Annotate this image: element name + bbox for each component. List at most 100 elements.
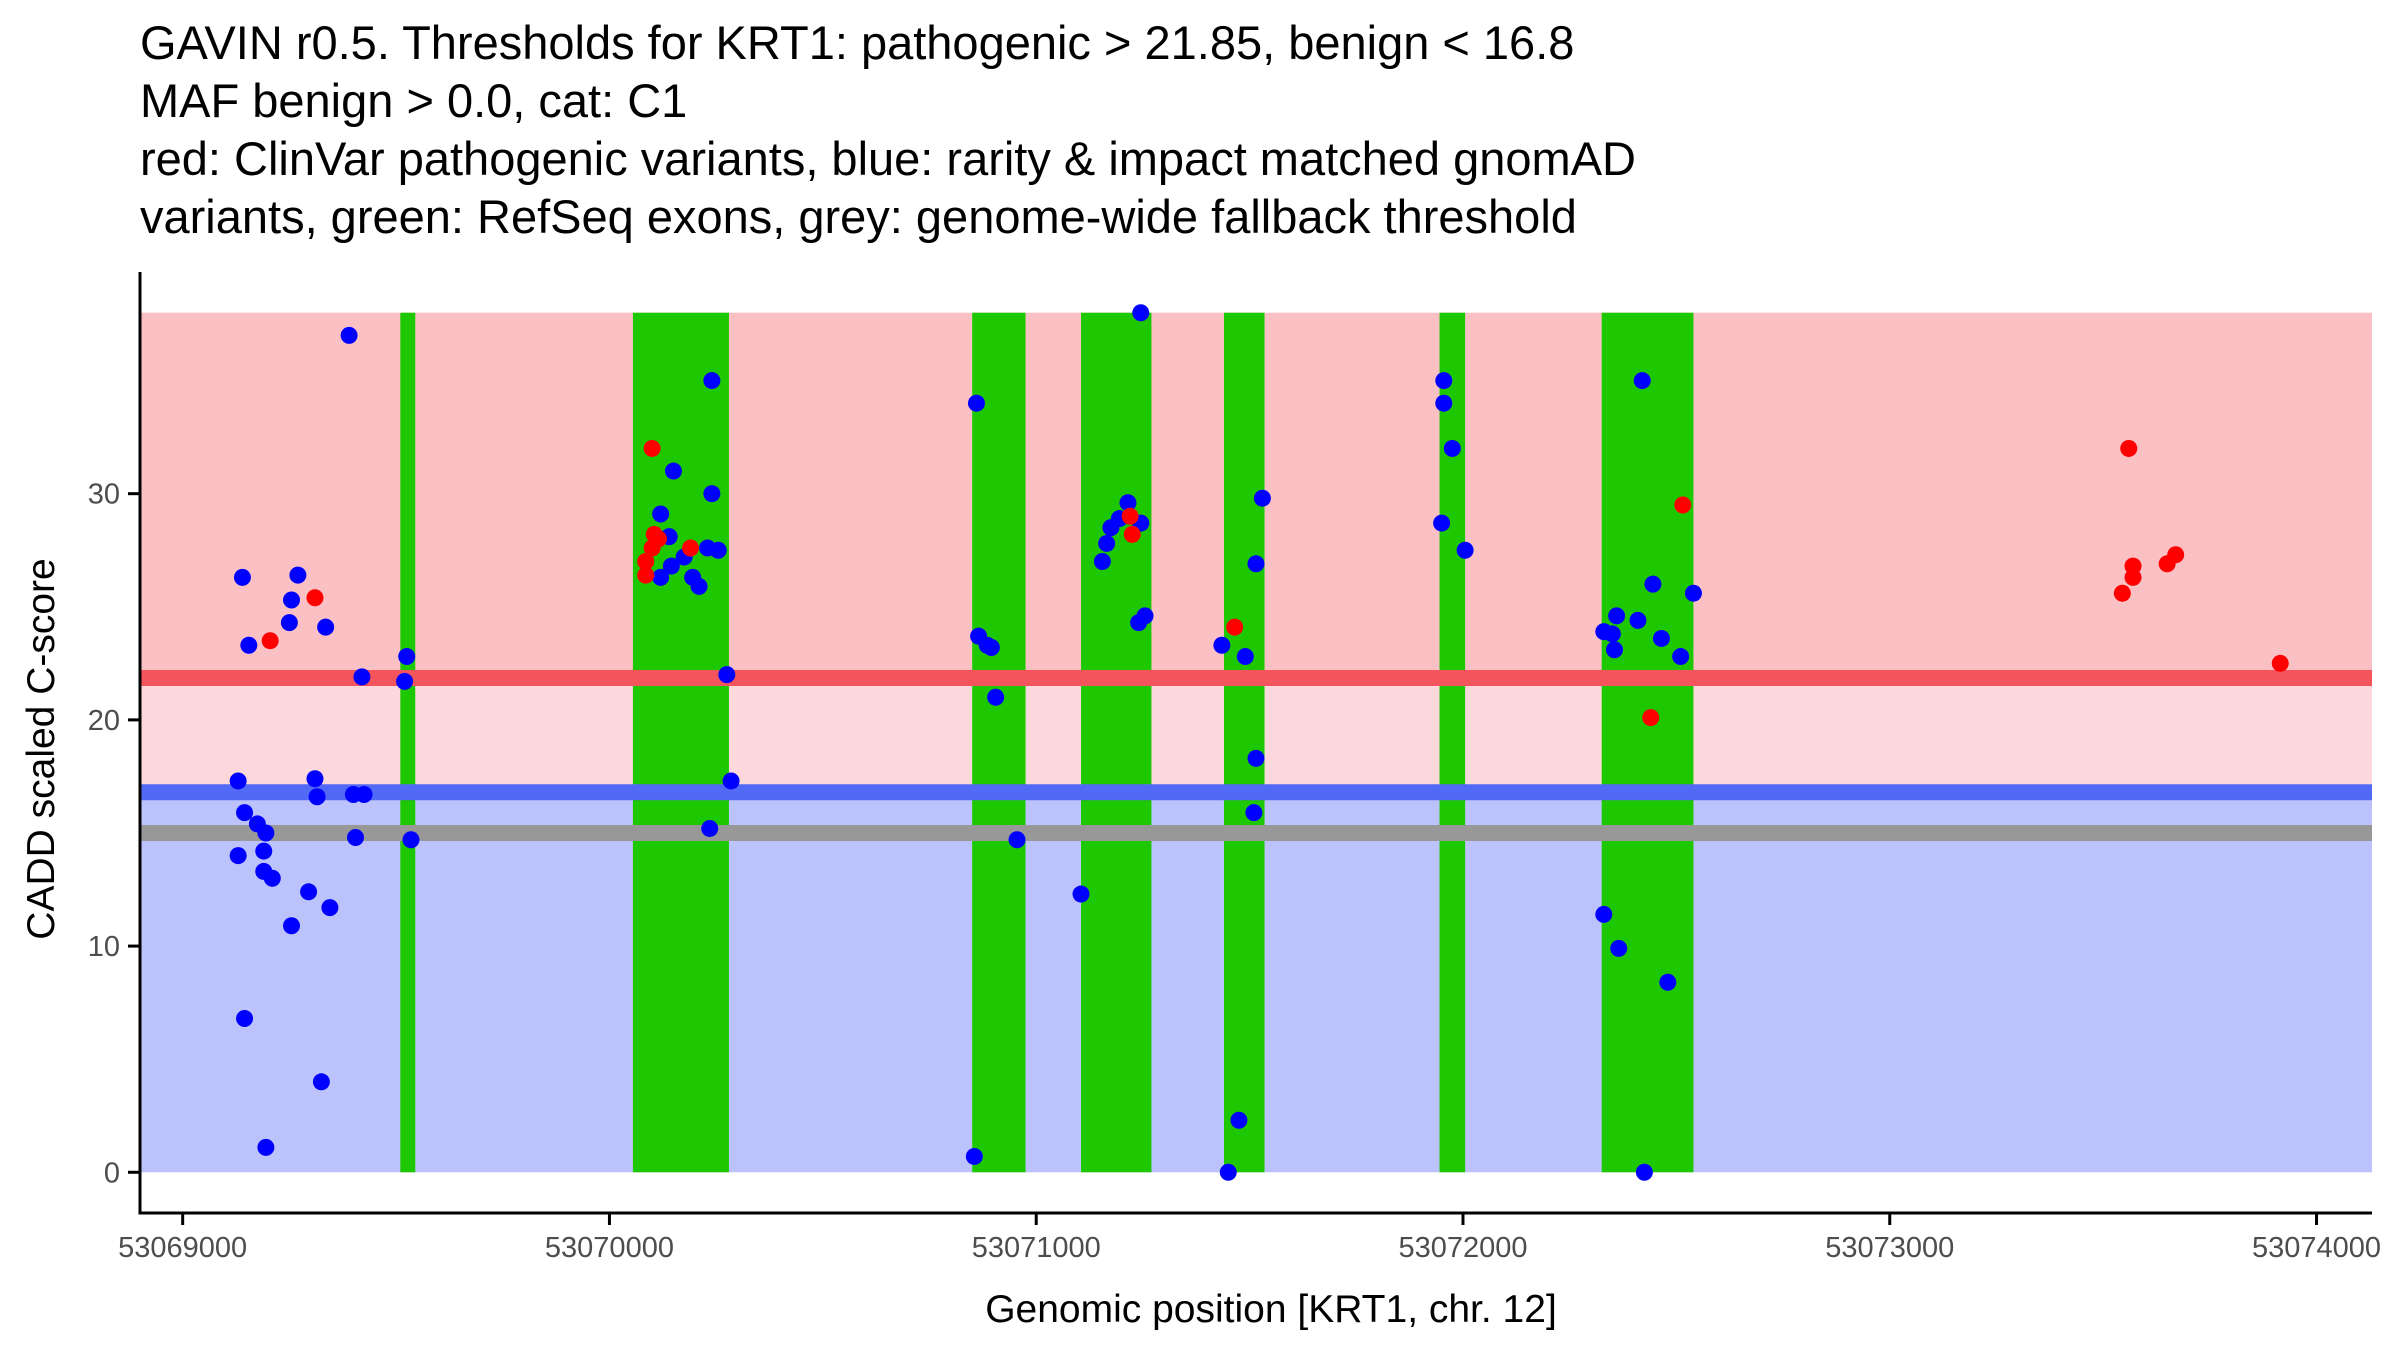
gnomad-point <box>1608 607 1626 625</box>
gnomad-point <box>1219 1163 1237 1181</box>
gnomad-point <box>690 577 708 595</box>
gnomad-point <box>1603 625 1621 643</box>
gnomad-point <box>312 1073 330 1091</box>
gnomad-point <box>402 831 420 849</box>
gnomad-point <box>289 566 307 584</box>
gnomad-point <box>1236 648 1254 666</box>
gnomad-point <box>709 541 727 559</box>
gnomad-point <box>229 847 247 865</box>
title-line-3: red: ClinVar pathogenic variants, blue: … <box>140 132 1636 185</box>
gnomad-point <box>353 668 371 686</box>
clinvar-point <box>1642 709 1660 727</box>
gnomad-point <box>1213 636 1231 654</box>
gnomad-point <box>1093 553 1111 571</box>
gnomad-point <box>1659 973 1677 991</box>
clinvar-point <box>2124 568 2142 586</box>
y-tick-label: 30 <box>88 479 120 511</box>
clinvar-point <box>1226 618 1244 636</box>
x-tick-label: 53071000 <box>972 1232 1101 1264</box>
gnomad-point <box>1652 629 1670 647</box>
gnomad-point <box>1253 489 1271 507</box>
clinvar-point <box>2167 546 2185 564</box>
exon-band <box>1223 312 1265 1173</box>
gnomad-point <box>967 394 985 412</box>
gnomad-point <box>236 1009 254 1027</box>
gnomad-point <box>1456 541 1474 559</box>
x-axis-ticks: 53069000 53070000 53071000 53072000 53073000… <box>118 1213 2381 1264</box>
gnomad-point <box>701 819 719 837</box>
gnomad-point <box>1433 514 1451 532</box>
gnomad-point <box>703 485 721 503</box>
gnomad-point <box>396 672 414 690</box>
clinvar-point <box>261 632 279 650</box>
x-tick-label: 53073000 <box>1825 1232 1954 1264</box>
gnomad-point <box>965 1147 983 1165</box>
gnomad-point <box>236 804 254 822</box>
title-line-4: variants, green: RefSeq exons, grey: gen… <box>140 190 1577 243</box>
gnomad-point <box>1098 534 1116 552</box>
x-tick-label: 53069000 <box>118 1232 247 1264</box>
clinvar-point <box>1674 496 1692 514</box>
gnomad-point <box>347 829 365 847</box>
gnomad-point <box>229 772 247 790</box>
x-axis-label: Genomic position [KRT1, chr. 12] <box>985 1288 1557 1331</box>
gnomad-point <box>1435 372 1453 390</box>
y-tick-label: 10 <box>88 931 120 963</box>
gnomad-point <box>1132 304 1150 322</box>
gnomad-point <box>652 505 670 523</box>
gnomad-point <box>987 688 1005 706</box>
gnomad-point <box>1635 1163 1653 1181</box>
gnomad-point <box>240 636 258 654</box>
gnomad-point <box>982 638 1000 656</box>
clinvar-point <box>650 530 668 548</box>
gnomad-point <box>1629 611 1647 629</box>
exon-band <box>1081 312 1152 1173</box>
x-tick-label: 53072000 <box>1398 1232 1527 1264</box>
axes <box>138 272 2372 1215</box>
gnomad-point <box>1644 575 1662 593</box>
gnomad-point <box>1008 831 1026 849</box>
threshold-lines <box>140 670 2372 841</box>
gnomad-point <box>1247 555 1265 573</box>
clinvar-point <box>1123 525 1141 543</box>
gnomad-point <box>398 648 416 666</box>
gnomad-point <box>280 614 298 632</box>
gnomad-point <box>317 618 335 636</box>
gnomad-point <box>263 869 281 887</box>
gnomad-point <box>722 772 740 790</box>
gnomad-point <box>340 326 358 344</box>
gnomad-point <box>300 883 318 901</box>
exon-band <box>972 312 1026 1173</box>
clinvar-point <box>682 539 700 557</box>
gnomad-point <box>1605 641 1623 659</box>
gnomad-point <box>1119 494 1137 512</box>
clinvar-point <box>1121 507 1139 525</box>
gnomad-point <box>257 1138 275 1156</box>
gnomad-point <box>652 568 670 586</box>
gnomad-point <box>1595 905 1613 923</box>
x-tick-label: 53070000 <box>545 1232 674 1264</box>
gnomad-point <box>1443 439 1461 457</box>
gnomad-point <box>255 842 273 860</box>
data-points <box>229 304 2289 1181</box>
gnomad-point <box>718 666 736 684</box>
gnomad-point <box>308 788 326 806</box>
gnomad-point <box>664 462 682 480</box>
gnomad-point <box>1684 584 1702 602</box>
y-tick-label: 20 <box>88 705 120 737</box>
gnomad-point <box>1230 1111 1248 1129</box>
gnomad-point <box>233 568 251 586</box>
clinvar-point <box>306 589 324 607</box>
clinvar-point <box>637 566 655 584</box>
gnomad-point <box>1672 648 1690 666</box>
gnomad-point <box>355 786 373 804</box>
gnomad-point <box>1245 804 1263 822</box>
y-axis-label: CADD scaled C-score <box>20 558 63 939</box>
y-axis-ticks: 0 10 20 30 <box>88 479 140 1189</box>
title-line-1: GAVIN r0.5. Thresholds for KRT1: pathoge… <box>140 16 1575 69</box>
gnomad-point <box>703 372 721 390</box>
exon-band <box>400 312 416 1173</box>
clinvar-point <box>643 439 661 457</box>
gnomad-point <box>1072 885 1090 903</box>
gnomad-point <box>257 824 275 842</box>
